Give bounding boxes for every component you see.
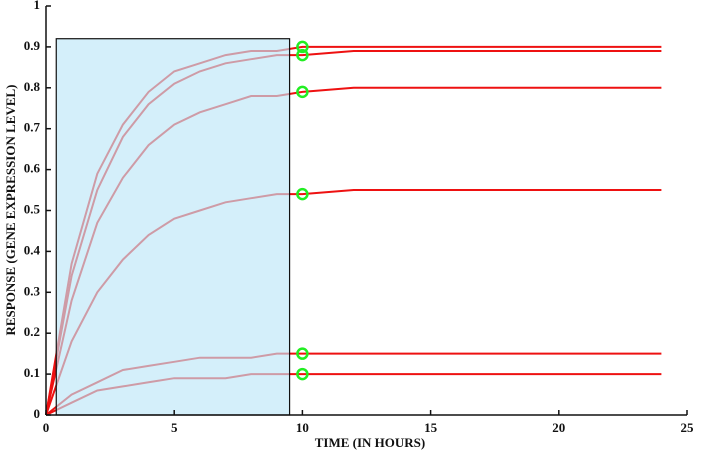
marker [296,187,309,201]
x-tick-label: 20 [552,420,565,435]
marker [296,40,309,54]
marker [296,367,309,381]
y-tick-label: 0.9 [24,38,41,53]
y-tick-label: 0.4 [24,242,41,257]
x-tick-label: 5 [171,420,178,435]
x-tick-label: 25 [681,420,695,435]
marker [296,85,309,99]
marker [296,48,309,62]
x-tick-label: 10 [296,420,309,435]
x-tick-label: 0 [43,420,50,435]
y-tick-label: 0.6 [24,161,41,176]
x-axis-label: TIME (IN HOURS) [315,435,426,450]
y-tick-label: 0.5 [24,201,41,216]
x-tick-label: 15 [424,420,438,435]
y-tick-label: 0.8 [24,79,41,94]
marker [296,347,309,360]
y-tick-label: 1 [34,0,41,12]
y-tick-label: 0 [34,406,41,421]
y-axis-label: RESPONSE (GENE EXPRESSION LEVEL) [3,84,18,335]
y-tick-label: 0.1 [24,365,40,380]
y-tick-label: 0.3 [24,283,41,298]
highlight-region [55,38,291,416]
y-tick-label: 0.2 [24,324,40,339]
y-tick-label: 0.7 [24,120,41,135]
